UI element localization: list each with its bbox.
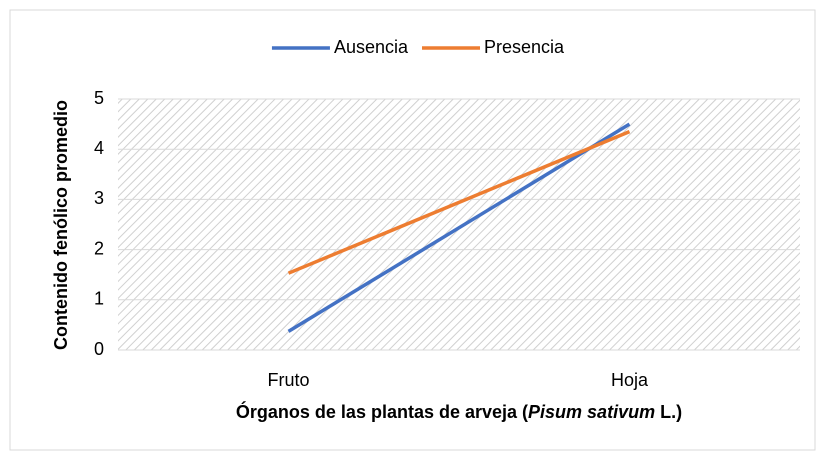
y-tick-label: 3 — [94, 188, 104, 208]
legend-label: Ausencia — [334, 37, 409, 57]
y-tick-label: 0 — [94, 339, 104, 359]
legend-label: Presencia — [484, 37, 565, 57]
x-title-part: Pisum sativum — [528, 402, 655, 422]
y-axis-title: Contenido fenólico promedio — [51, 100, 71, 350]
x-tick-label: Fruto — [267, 370, 309, 390]
y-tick-label: 2 — [94, 238, 104, 258]
plot-area — [118, 99, 800, 350]
chart-border — [9, 9, 816, 451]
data-line — [287, 130, 631, 275]
x-axis-title: Órganos de las plantas de arveja (Pisum … — [236, 401, 682, 422]
data-line — [287, 122, 631, 333]
x-title-part: Órganos de las plantas de arveja ( — [236, 401, 528, 422]
y-tick-label: 5 — [94, 88, 104, 108]
x-tick-label: Hoja — [611, 370, 649, 390]
x-title-part: L.) — [655, 402, 682, 422]
y-tick-label: 4 — [94, 138, 104, 158]
y-tick-label: 1 — [94, 289, 104, 309]
